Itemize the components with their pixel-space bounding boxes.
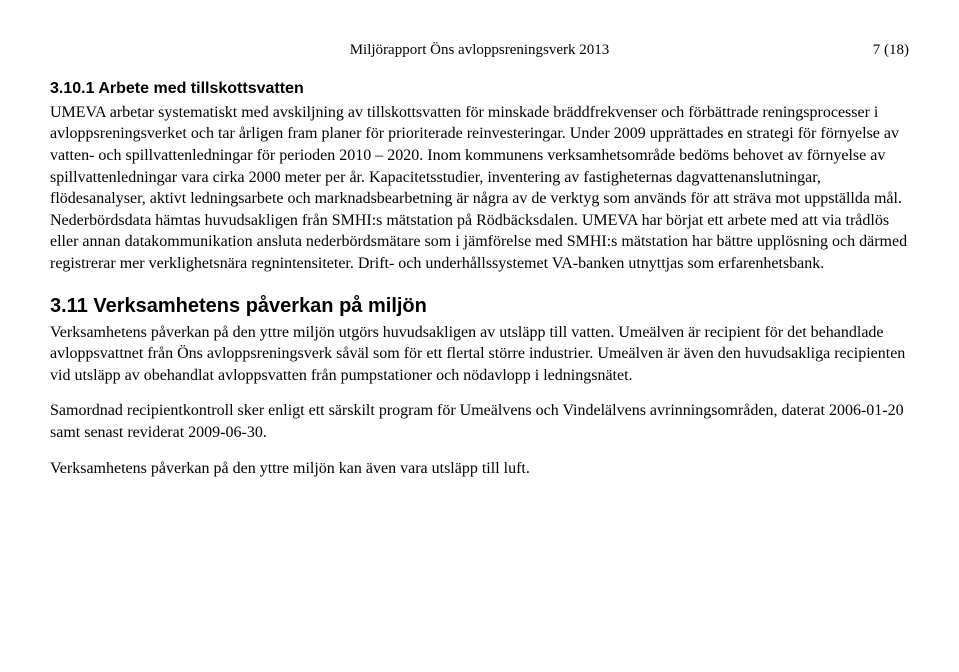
section-3-11-p3: Verksamhetens påverkan på den yttre milj…: [50, 458, 909, 480]
section-3-11-p1: Verksamhetens påverkan på den yttre milj…: [50, 322, 909, 387]
header-page-number: 7 (18): [829, 40, 909, 60]
section-heading-3-11: 3.11 Verksamhetens påverkan på miljön: [50, 293, 909, 320]
header-spacer: [50, 40, 130, 60]
header-title: Miljörapport Öns avloppsreningsverk 2013: [130, 40, 829, 60]
section-3-11-p2: Samordnad recipientkontroll sker enligt …: [50, 400, 909, 443]
page-header: Miljörapport Öns avloppsreningsverk 2013…: [50, 40, 909, 60]
section-3-10-1-body: UMEVA arbetar systematiskt med avskiljni…: [50, 102, 909, 275]
section-heading-3-10-1: 3.10.1 Arbete med tillskottsvatten: [50, 78, 909, 100]
